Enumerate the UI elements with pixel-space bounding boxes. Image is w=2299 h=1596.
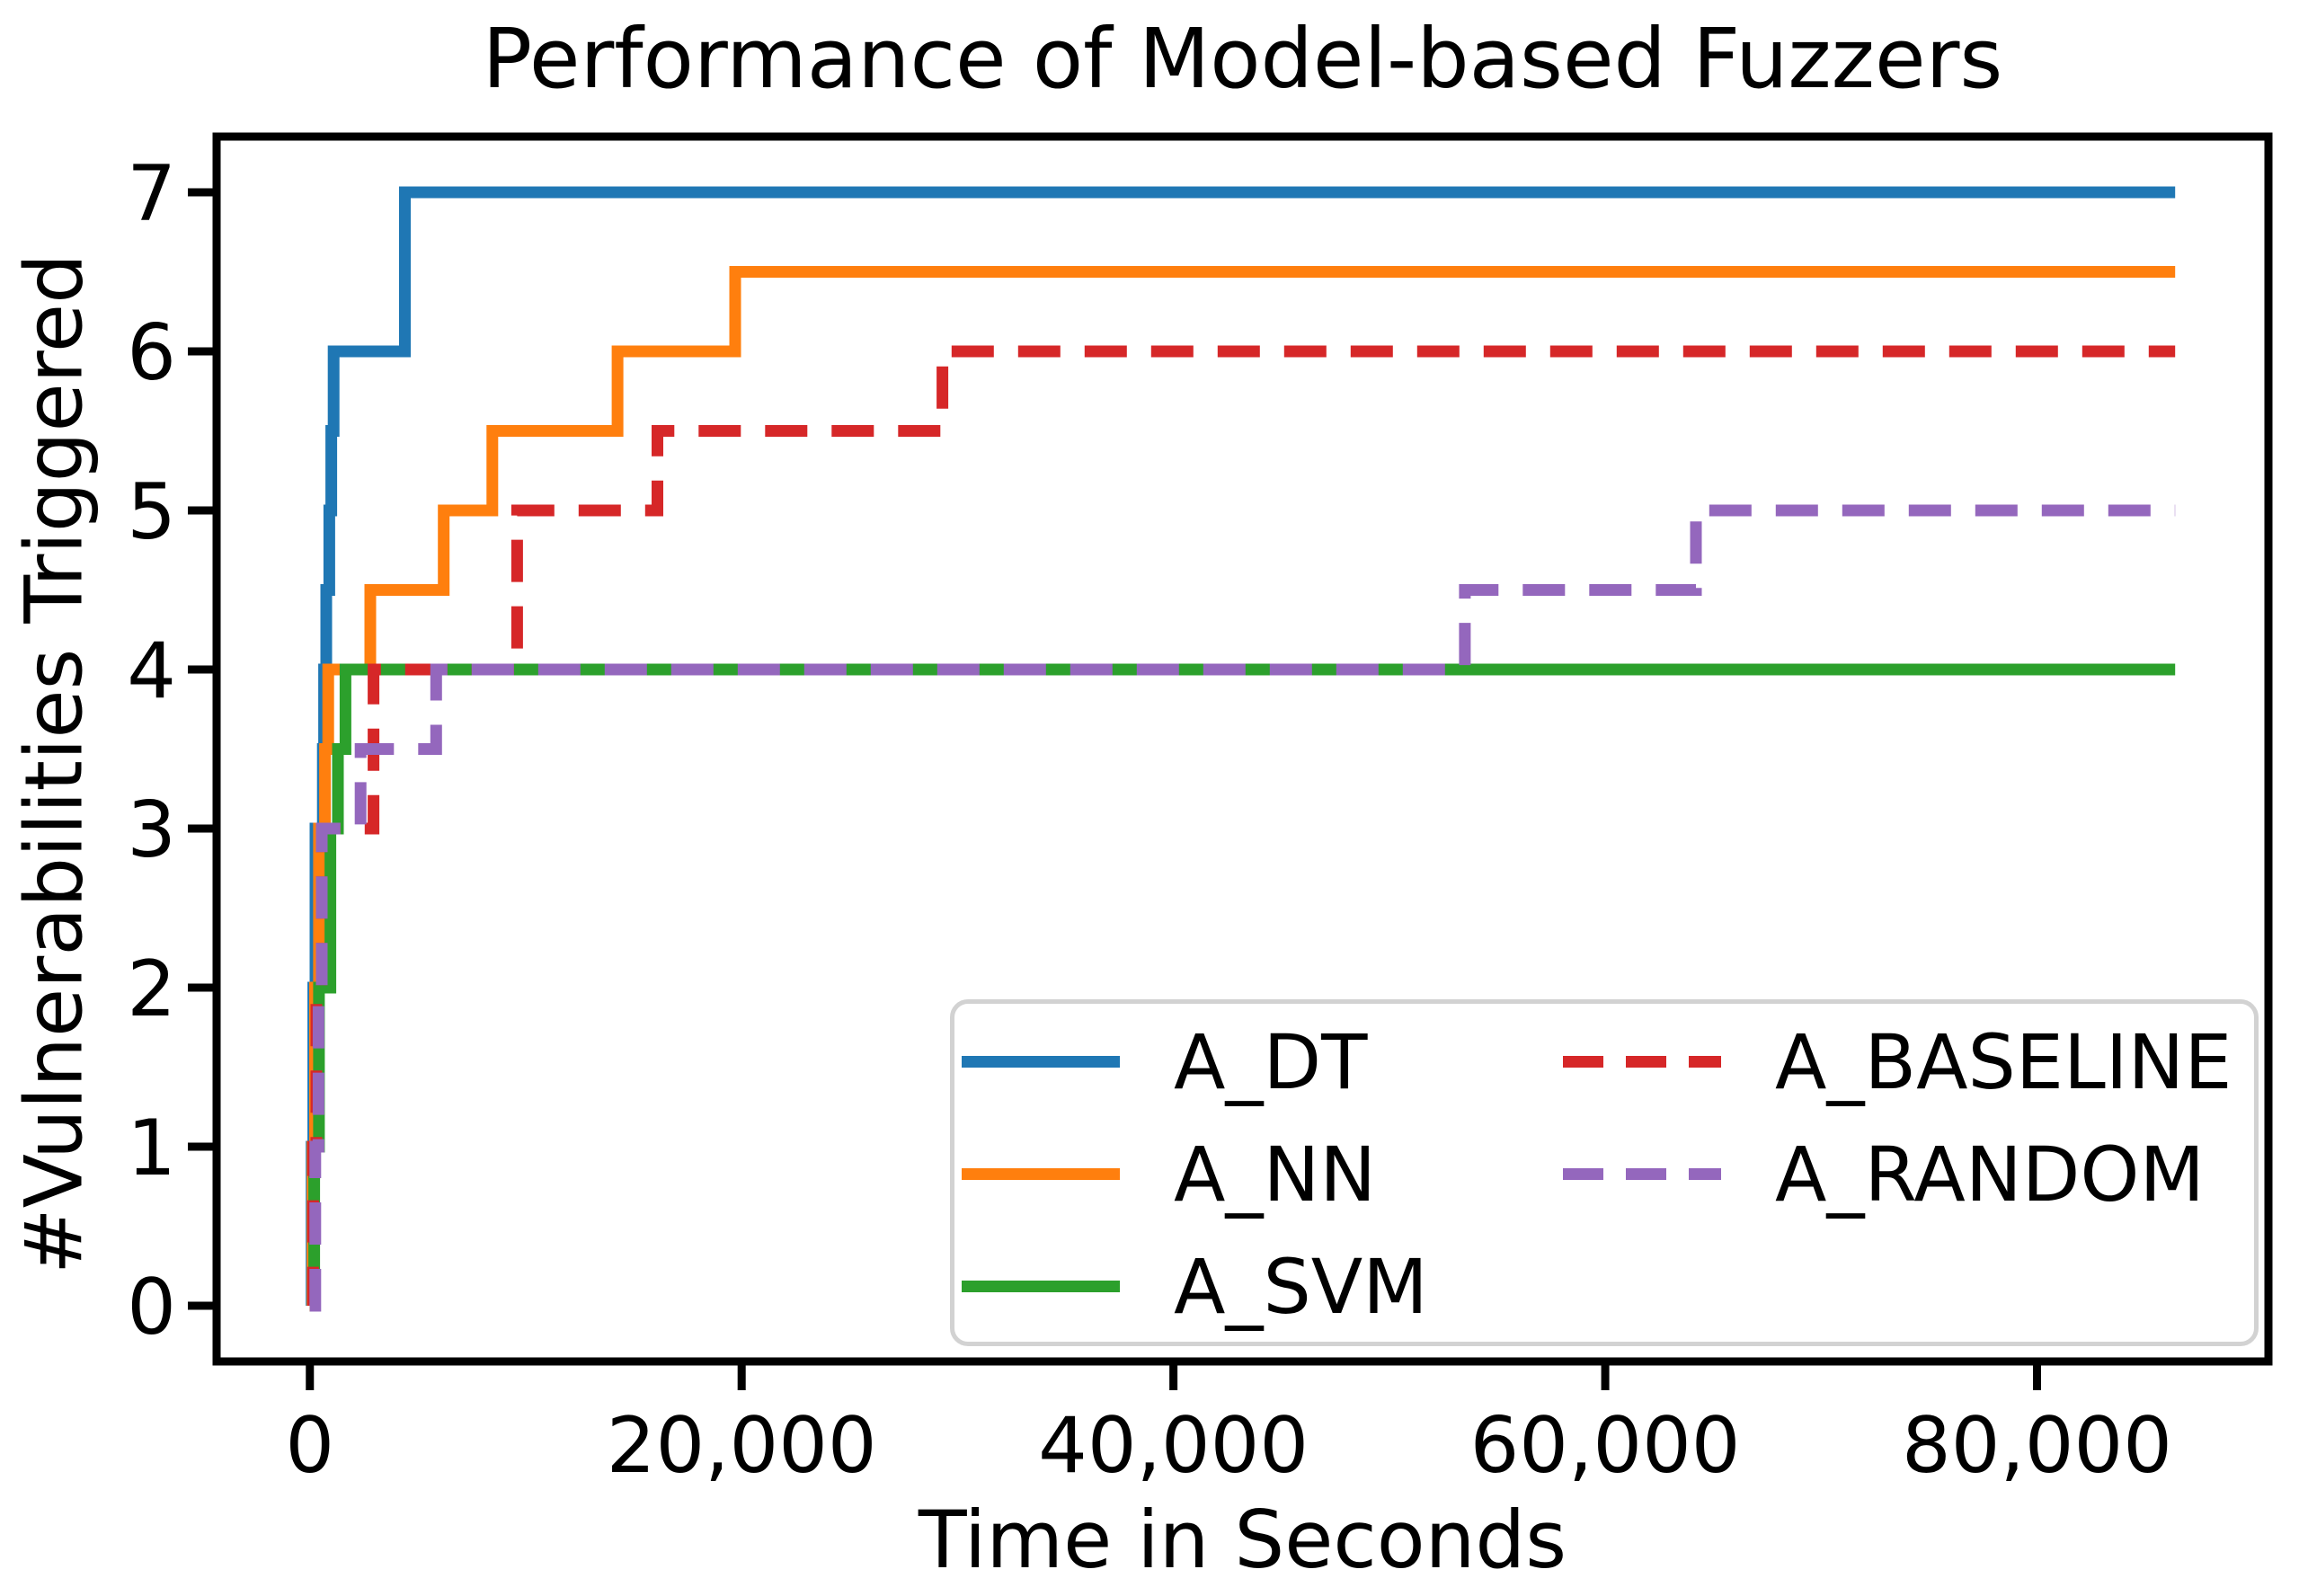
- y-tick-label: 6: [127, 308, 176, 398]
- legend-entry-a-svm: A_SVM: [962, 1230, 1428, 1343]
- legend-label-a-baseline: A_BASELINE: [1775, 1017, 2232, 1106]
- legend-swatch-a-dt: [962, 1056, 1120, 1068]
- y-tick-label: 1: [127, 1104, 176, 1193]
- x-tick-label: 40,000: [1038, 1401, 1309, 1491]
- legend-column-1: A_DT A_NN A_SVM: [962, 1006, 1428, 1343]
- chart-title: Performance of Model-based Fuzzers: [482, 11, 2003, 107]
- y-tick-label: 3: [127, 785, 176, 875]
- x-tick-label: 0: [285, 1401, 334, 1491]
- y-tick-label: 4: [127, 626, 176, 716]
- x-tick-label: 60,000: [1470, 1401, 1741, 1491]
- axes-frame: [212, 132, 2273, 1366]
- legend-entry-a-dt: A_DT: [962, 1006, 1428, 1118]
- y-axis-label: #Vulnerabilities Triggered: [7, 253, 101, 1274]
- legend-swatch-a-nn: [962, 1168, 1120, 1180]
- legend-swatch-a-svm: [962, 1281, 1120, 1292]
- y-tick-label: 0: [127, 1263, 176, 1352]
- legend-entry-a-baseline: A_BASELINE: [1563, 1006, 2232, 1118]
- legend-swatch-a-baseline: [1563, 1056, 1721, 1068]
- legend-swatch-a-random: [1563, 1168, 1721, 1180]
- legend-label-a-svm: A_SVM: [1174, 1242, 1428, 1331]
- legend-label-a-nn: A_NN: [1174, 1130, 1377, 1219]
- legend-label-a-random: A_RANDOM: [1775, 1130, 2205, 1219]
- legend-entry-a-random: A_RANDOM: [1563, 1118, 2232, 1230]
- x-tick-label: 80,000: [1902, 1401, 2172, 1491]
- x-tick-label: 20,000: [607, 1401, 877, 1491]
- legend-column-2: A_BASELINE A_RANDOM: [1563, 1006, 2232, 1230]
- y-tick-label: 5: [127, 467, 176, 557]
- legend-label-a-dt: A_DT: [1174, 1017, 1368, 1106]
- legend: A_DT A_NN A_SVM A_BASELINE A_RANDOM: [950, 999, 2259, 1346]
- legend-entry-a-nn: A_NN: [962, 1118, 1428, 1230]
- y-tick-label: 7: [127, 149, 176, 239]
- y-tick-label: 2: [127, 944, 176, 1034]
- x-axis-label: Time in Seconds: [918, 1494, 1567, 1586]
- series-line-a_random: [309, 504, 2176, 1312]
